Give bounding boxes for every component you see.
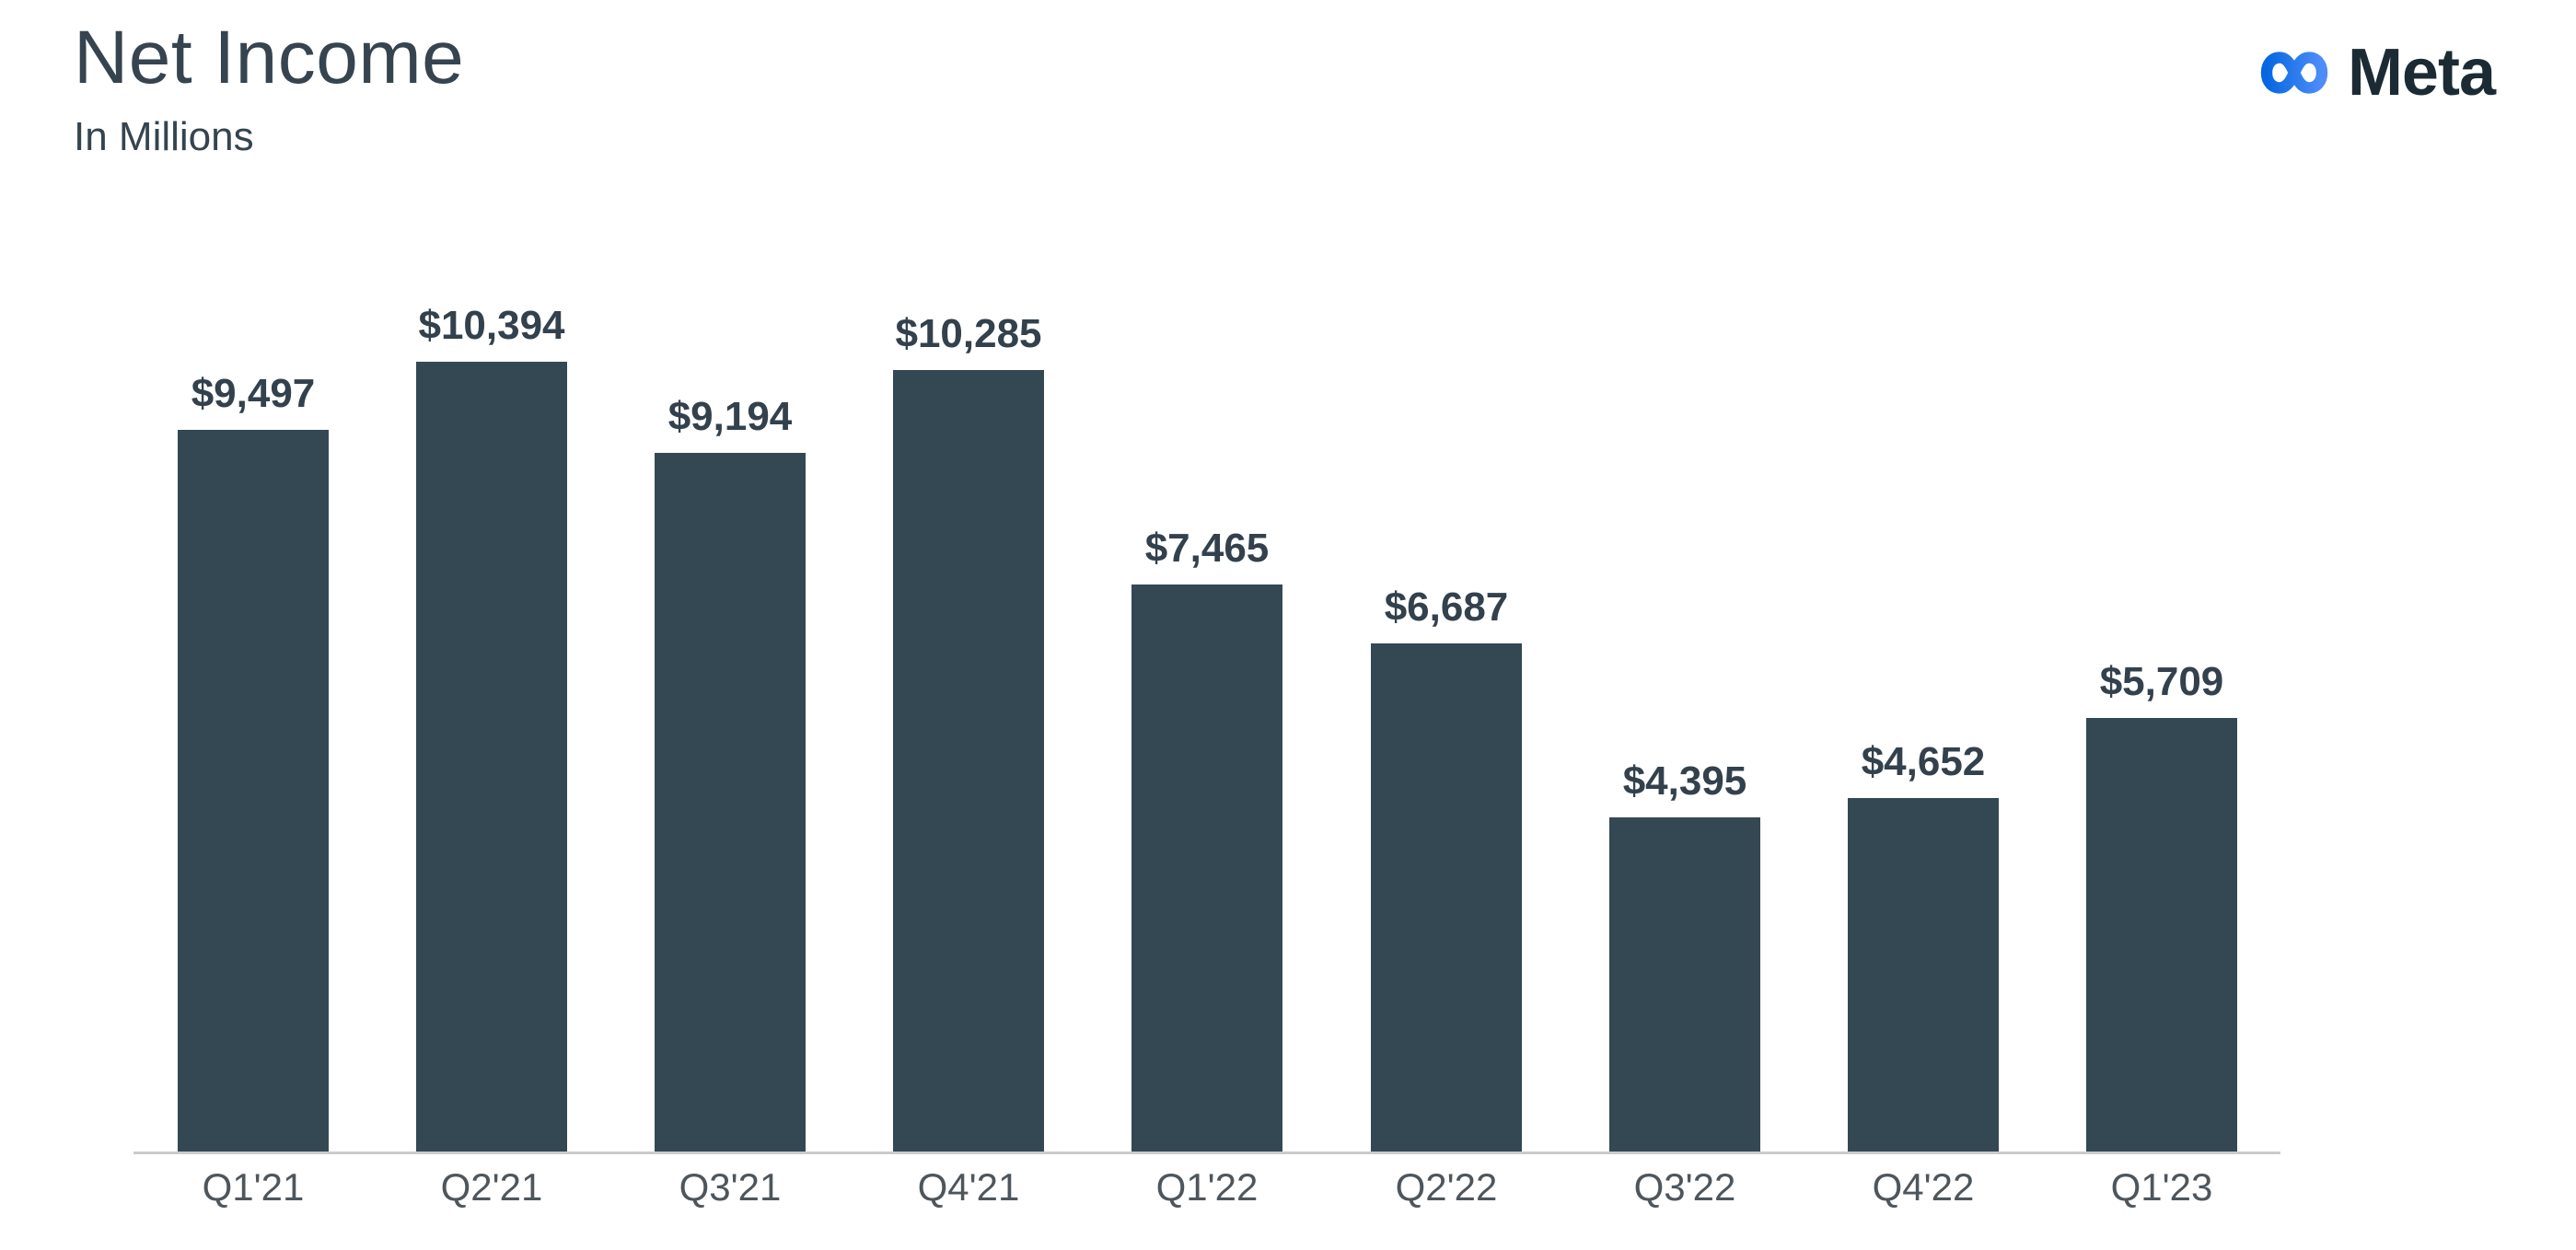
bar	[2086, 718, 2237, 1152]
bar	[1609, 817, 1760, 1152]
bar	[178, 430, 329, 1152]
bar-value-label: $9,194	[667, 394, 793, 439]
x-axis-tick-label: Q1'21	[202, 1165, 305, 1209]
bar	[655, 453, 806, 1152]
x-axis-tick-label: Q3'22	[1633, 1165, 1736, 1209]
bar	[416, 362, 567, 1152]
bar	[1848, 798, 1999, 1152]
chart-header: Net Income In Millions	[74, 15, 464, 160]
bar	[1131, 584, 1282, 1152]
meta-logo: Meta	[2259, 35, 2496, 110]
page-title: Net Income	[74, 16, 465, 99]
bar	[1371, 643, 1522, 1152]
x-axis-tick-label: Q4'22	[1872, 1165, 1975, 1209]
x-axis-tick-label: Q1'23	[2110, 1165, 2213, 1209]
x-axis-tick-label: Q3'21	[679, 1165, 782, 1209]
bar-value-label: $7,465	[1144, 526, 1270, 571]
bar-value-label: $10,394	[418, 303, 565, 348]
x-axis-tick-label: Q4'21	[917, 1165, 1020, 1209]
x-axis-line	[133, 1152, 2280, 1154]
bar-value-label: $5,709	[2099, 659, 2224, 704]
meta-wordmark: Meta	[2347, 36, 2496, 110]
x-axis-tick-label: Q2'21	[440, 1165, 543, 1209]
bar	[893, 370, 1044, 1152]
bar-value-label: $6,687	[1384, 584, 1509, 630]
bar-value-label: $4,395	[1622, 758, 1747, 804]
x-axis-tick-label: Q1'22	[1155, 1165, 1259, 1209]
bar-value-label: $4,652	[1861, 739, 1986, 784]
bar-value-label: $10,285	[895, 311, 1042, 356]
bar-value-label: $9,497	[191, 371, 316, 416]
page-subtitle: In Millions	[74, 114, 254, 160]
meta-infinity-icon	[2260, 52, 2328, 94]
x-axis-tick-label: Q2'22	[1395, 1165, 1498, 1209]
